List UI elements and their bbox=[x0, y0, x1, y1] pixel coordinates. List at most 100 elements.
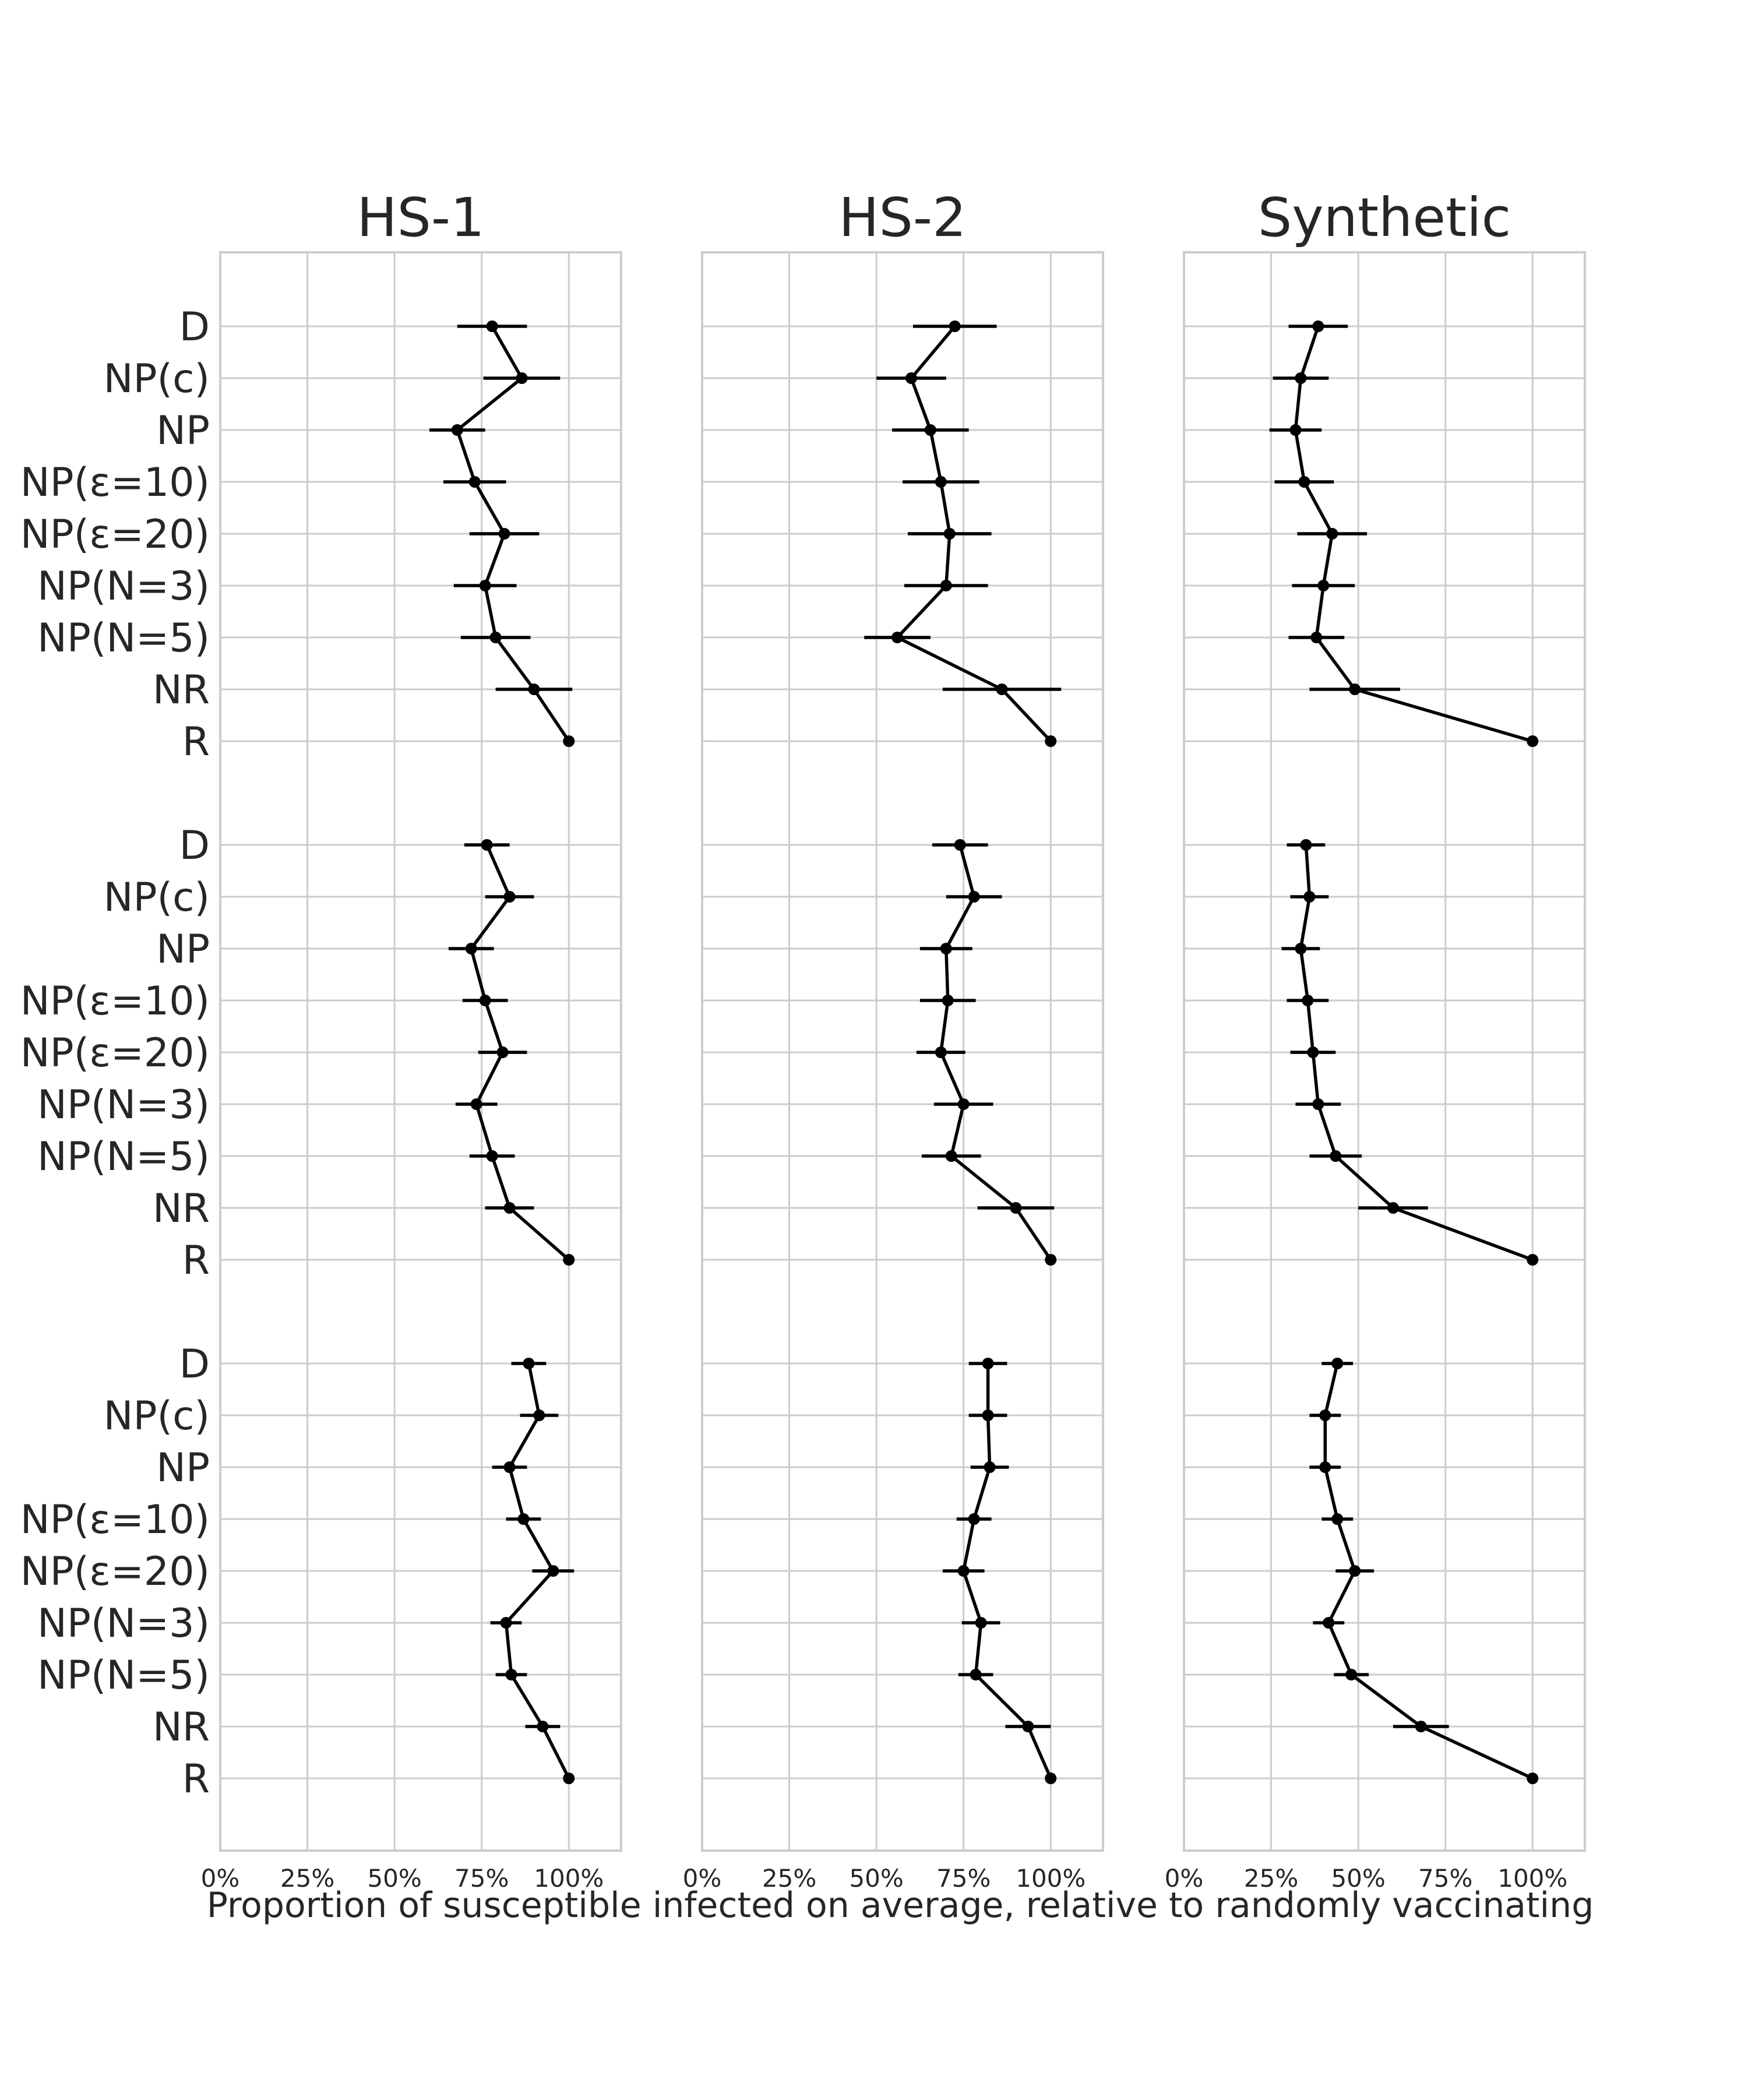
data-point bbox=[1312, 320, 1324, 332]
data-point bbox=[517, 1513, 530, 1525]
data-point bbox=[1045, 1254, 1057, 1266]
category-label: NP(c) bbox=[104, 875, 210, 921]
panel-series bbox=[490, 1358, 575, 1784]
data-point bbox=[563, 1254, 575, 1266]
category-label: NP(N=5) bbox=[37, 1134, 210, 1180]
category-label: NP(N=3) bbox=[37, 1082, 210, 1128]
x-tick-label: 25% bbox=[1244, 1864, 1298, 1893]
panel-series bbox=[429, 320, 575, 747]
x-tick-label: 75% bbox=[936, 1864, 991, 1893]
data-point bbox=[982, 1410, 994, 1421]
x-tick-label: 75% bbox=[1418, 1864, 1472, 1893]
x-tick-label: 100% bbox=[534, 1864, 604, 1893]
data-point bbox=[984, 1461, 996, 1473]
data-point bbox=[1527, 1254, 1539, 1266]
x-tick-label: 100% bbox=[1497, 1864, 1567, 1893]
category-label: NP(N=3) bbox=[37, 563, 210, 609]
panel-series bbox=[1281, 839, 1539, 1266]
data-point bbox=[1312, 1098, 1324, 1110]
data-point bbox=[1295, 372, 1307, 384]
category-label: NP(c) bbox=[104, 356, 210, 402]
data-point bbox=[1415, 1721, 1427, 1732]
data-point bbox=[1295, 943, 1307, 954]
data-point bbox=[1387, 1202, 1399, 1214]
category-label: NP(ε=10) bbox=[20, 460, 210, 506]
data-point bbox=[496, 1047, 509, 1058]
x-tick-labels: 0% 25% 50% 75% 100% 0% 25% 50% 75% 100% 0% 25% 50% 75… bbox=[201, 1864, 1568, 1893]
data-point bbox=[949, 320, 961, 332]
x-axis-label: Proportion of susceptible infected on av… bbox=[207, 1885, 1594, 1926]
data-point bbox=[1022, 1721, 1034, 1732]
category-label: NP(ε=20) bbox=[20, 1030, 210, 1076]
data-point bbox=[968, 891, 980, 903]
data-point bbox=[465, 943, 477, 954]
data-point bbox=[943, 528, 956, 540]
x-tick-label: 100% bbox=[1016, 1864, 1086, 1893]
data-point bbox=[503, 1461, 516, 1473]
data-point bbox=[503, 891, 516, 903]
data-point bbox=[1345, 1669, 1358, 1680]
x-tick-label: 25% bbox=[280, 1864, 334, 1893]
category-label: NP bbox=[156, 408, 210, 454]
data-point bbox=[1330, 1150, 1342, 1162]
panel-series bbox=[448, 839, 575, 1266]
category-label: R bbox=[182, 1238, 210, 1284]
series-layer bbox=[429, 320, 1539, 1784]
data-point bbox=[528, 683, 540, 695]
x-tick-label: 50% bbox=[849, 1864, 903, 1893]
data-point bbox=[1289, 424, 1302, 436]
data-point bbox=[1307, 1047, 1319, 1058]
category-label: NP(ε=10) bbox=[20, 978, 210, 1024]
data-point bbox=[498, 528, 510, 540]
data-point bbox=[505, 1669, 517, 1680]
x-tick-label: 75% bbox=[454, 1864, 509, 1893]
column-titles: HS-1 HS-2 Synthetic bbox=[357, 186, 1511, 249]
data-point bbox=[1302, 995, 1314, 1006]
data-point bbox=[1349, 683, 1361, 695]
data-point bbox=[957, 1565, 970, 1577]
category-label: NR bbox=[153, 667, 210, 713]
data-point bbox=[563, 1773, 575, 1784]
data-point bbox=[1326, 528, 1338, 540]
data-point bbox=[945, 1150, 957, 1162]
data-point bbox=[451, 424, 463, 436]
data-point bbox=[489, 632, 502, 643]
x-tick-label: 50% bbox=[1331, 1864, 1385, 1893]
data-point bbox=[891, 632, 904, 643]
data-point bbox=[975, 1617, 987, 1629]
category-labels: D NP(c) NP NP(ε=10) NP(ε=20) NP(N=3) NP(N=5) NR… bbox=[20, 304, 210, 1802]
data-point bbox=[935, 1047, 947, 1058]
category-label: D bbox=[179, 304, 210, 350]
data-point bbox=[954, 839, 966, 851]
gridlines bbox=[219, 252, 1585, 1851]
data-point bbox=[470, 1098, 482, 1110]
data-point bbox=[1331, 1358, 1344, 1369]
data-point bbox=[1331, 1513, 1344, 1525]
x-tick-label: 0% bbox=[201, 1864, 240, 1893]
category-label: NR bbox=[153, 1186, 210, 1232]
data-point bbox=[537, 1721, 549, 1732]
x-tick-label: 25% bbox=[762, 1864, 816, 1893]
data-point bbox=[905, 372, 917, 384]
data-point bbox=[1298, 476, 1310, 488]
data-point bbox=[1319, 1410, 1331, 1421]
panel-series bbox=[1269, 320, 1539, 747]
data-point bbox=[516, 372, 528, 384]
data-point bbox=[481, 839, 493, 851]
x-tick-label: 0% bbox=[1165, 1864, 1204, 1893]
category-label: R bbox=[182, 1756, 210, 1802]
data-point bbox=[1317, 580, 1330, 591]
category-label: NP(c) bbox=[104, 1393, 210, 1439]
data-point bbox=[503, 1202, 516, 1214]
data-point bbox=[563, 735, 575, 747]
data-point bbox=[935, 476, 947, 488]
data-point bbox=[982, 1358, 994, 1369]
panel-series bbox=[864, 320, 1062, 747]
data-point bbox=[1527, 1773, 1539, 1784]
data-point bbox=[970, 1669, 982, 1680]
category-label: R bbox=[182, 719, 210, 765]
data-point bbox=[1349, 1565, 1361, 1577]
category-label: NP(N=5) bbox=[37, 615, 210, 661]
